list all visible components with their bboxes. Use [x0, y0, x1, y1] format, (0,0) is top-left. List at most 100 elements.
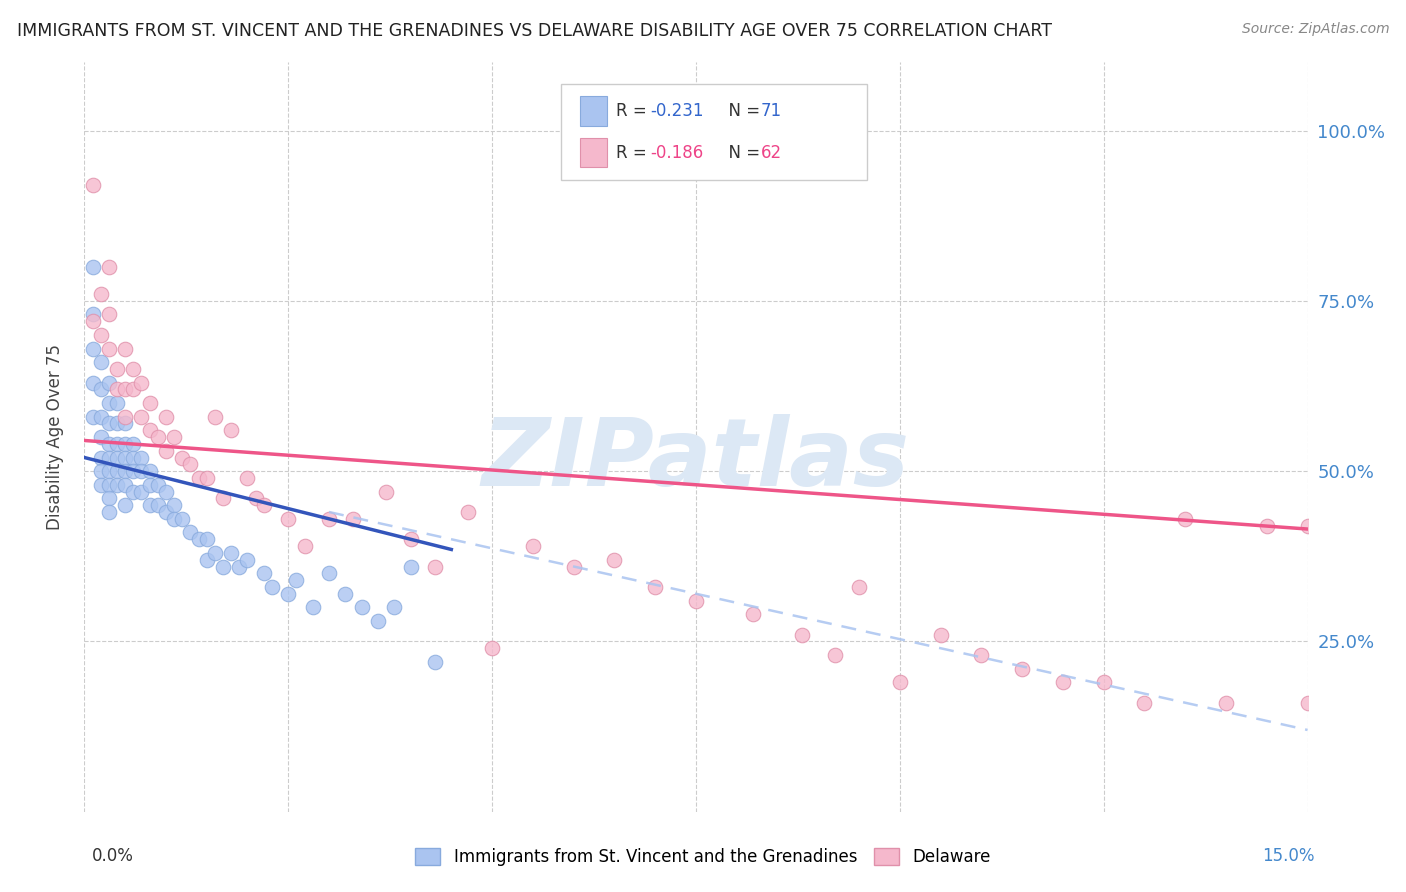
Text: -0.231: -0.231: [651, 102, 704, 120]
Point: [138, 396, 160, 410]
Point: [105, 383, 128, 397]
Point: [155, 443, 177, 458]
Point: [90, 287, 112, 301]
Point: [350, 600, 373, 615]
Point: [105, 396, 128, 410]
Text: 62: 62: [761, 144, 782, 161]
Point: [1011, 662, 1033, 676]
Point: [318, 566, 340, 581]
Text: Source: ZipAtlas.com: Source: ZipAtlas.com: [1241, 22, 1389, 37]
Point: [1133, 696, 1156, 710]
Point: [90, 355, 112, 369]
Point: [423, 655, 446, 669]
Point: [90, 383, 112, 397]
Point: [172, 450, 194, 465]
Point: [90, 477, 112, 491]
Point: [195, 533, 218, 547]
Point: [155, 484, 177, 499]
Point: [82, 260, 104, 274]
Point: [481, 641, 503, 656]
Point: [1174, 512, 1197, 526]
Point: [82, 376, 104, 390]
Point: [114, 464, 136, 478]
Point: [114, 383, 136, 397]
Point: [1052, 675, 1074, 690]
Point: [285, 573, 308, 587]
Point: [253, 498, 276, 512]
Point: [90, 327, 112, 342]
FancyBboxPatch shape: [579, 96, 606, 126]
Point: [204, 546, 226, 560]
FancyBboxPatch shape: [561, 84, 868, 180]
Text: R =: R =: [616, 144, 652, 161]
Point: [105, 477, 128, 491]
Point: [457, 505, 479, 519]
Point: [122, 464, 145, 478]
Text: -0.186: -0.186: [651, 144, 704, 161]
Point: [187, 471, 209, 485]
Point: [97, 491, 120, 506]
Point: [294, 539, 316, 553]
Point: [236, 552, 259, 566]
Point: [1092, 675, 1115, 690]
Text: R =: R =: [616, 102, 652, 120]
Point: [146, 477, 169, 491]
Point: [97, 376, 120, 390]
Point: [848, 580, 870, 594]
Point: [375, 484, 398, 499]
Point: [131, 484, 153, 499]
Point: [824, 648, 846, 662]
Point: [195, 552, 218, 566]
Point: [114, 409, 136, 424]
Point: [138, 423, 160, 437]
Point: [97, 450, 120, 465]
Text: 71: 71: [761, 102, 782, 120]
Point: [163, 498, 186, 512]
Point: [204, 409, 226, 424]
Point: [423, 559, 446, 574]
Point: [1256, 518, 1278, 533]
Point: [105, 450, 128, 465]
Point: [105, 464, 128, 478]
Point: [97, 505, 120, 519]
Point: [114, 342, 136, 356]
Point: [97, 417, 120, 431]
Point: [335, 587, 357, 601]
Point: [228, 559, 250, 574]
Point: [131, 409, 153, 424]
Point: [155, 505, 177, 519]
Point: [685, 593, 707, 607]
Text: N =: N =: [718, 144, 765, 161]
Text: ZIPatlas: ZIPatlas: [482, 414, 910, 506]
Text: IMMIGRANTS FROM ST. VINCENT AND THE GRENADINES VS DELAWARE DISABILITY AGE OVER 7: IMMIGRANTS FROM ST. VINCENT AND THE GREN…: [17, 22, 1052, 40]
Point: [301, 600, 323, 615]
Point: [179, 525, 201, 540]
Point: [342, 512, 364, 526]
Point: [236, 471, 259, 485]
Point: [970, 648, 993, 662]
Point: [90, 450, 112, 465]
Point: [90, 409, 112, 424]
Point: [929, 627, 952, 641]
Point: [138, 464, 160, 478]
Point: [172, 512, 194, 526]
Point: [562, 559, 585, 574]
Text: N =: N =: [718, 102, 765, 120]
Y-axis label: Disability Age Over 75: Disability Age Over 75: [45, 344, 63, 530]
Point: [131, 450, 153, 465]
Point: [163, 430, 186, 444]
Point: [122, 450, 145, 465]
Point: [603, 552, 626, 566]
Point: [245, 491, 267, 506]
Point: [277, 587, 299, 601]
Point: [122, 362, 145, 376]
Point: [179, 458, 201, 472]
Point: [82, 409, 104, 424]
Point: [97, 260, 120, 274]
Point: [82, 308, 104, 322]
Point: [195, 471, 218, 485]
Point: [367, 614, 389, 628]
Point: [90, 430, 112, 444]
Point: [114, 498, 136, 512]
Point: [82, 314, 104, 328]
